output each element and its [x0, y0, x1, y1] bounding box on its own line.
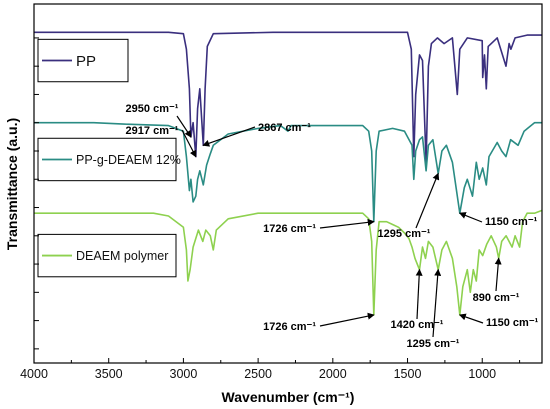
annotation-label: 1295 cm⁻¹ [407, 338, 460, 350]
series-line-2 [34, 209, 543, 316]
legend-label-1: PP-g-DEAEM 12% [76, 153, 181, 167]
x-axis-title: Wavenumber (cm⁻¹) [222, 389, 355, 405]
legend-layer: PP PP-g-DEAEM 12% DEAEM polymer [37, 38, 181, 278]
y-axis-ticks [34, 37, 39, 350]
x-tick-label: 4000 [20, 367, 48, 381]
annotation-arrow [176, 115, 192, 138]
x-tick-label: 2000 [319, 367, 347, 381]
annotation-label: 2867 cm⁻¹ [258, 122, 311, 134]
x-tick-label: 2500 [244, 367, 272, 381]
annotation-arrow [458, 212, 483, 223]
annotation-label: 890 cm⁻¹ [473, 292, 520, 304]
legend-label-2: DEAEM polymer [76, 249, 168, 263]
series-line-1 [34, 121, 542, 223]
legend-box-2 [37, 233, 177, 278]
annotation-arrow [494, 257, 502, 292]
x-tick-label: 3000 [170, 367, 198, 381]
y-axis-title: Transmittance (a.u.) [4, 118, 20, 250]
x-tick-label: 1500 [394, 367, 422, 381]
annotation-arrow [415, 268, 423, 320]
annotation-label: 1150 cm⁻¹ [485, 216, 538, 228]
legend-label-0: PP [76, 53, 96, 70]
annotation-label: 1726 cm⁻¹ [263, 321, 316, 333]
annotation-label: 1420 cm⁻¹ [391, 319, 444, 331]
annotation-layer: 2950 cm⁻¹ 2917 cm⁻¹ 2867 cm⁻¹ 1726 cm⁻¹ 1295… [126, 103, 539, 350]
x-tick-label: 3500 [95, 367, 123, 381]
plot-frame [33, 3, 543, 364]
annotation-label: 1726 cm⁻¹ [263, 223, 316, 235]
annotation-arrow [432, 268, 442, 338]
annotation-arrow [319, 218, 375, 229]
annotation-label: 1295 cm⁻¹ [378, 228, 431, 240]
annotation-arrow [319, 312, 375, 327]
annotation-label: 1150 cm⁻¹ [486, 317, 539, 329]
annotation-arrow [202, 126, 256, 147]
annotation-label: 2950 cm⁻¹ [126, 103, 179, 115]
x-axis-ticks: 4000 3500 3000 2500 2000 1500 1000 [20, 358, 521, 381]
annotation-arrow [458, 313, 484, 324]
x-tick-label: 1000 [468, 367, 496, 381]
annotation-label: 2917 cm⁻¹ [126, 125, 179, 137]
annotation-arrow [181, 129, 197, 158]
annotation-arrow [415, 172, 440, 229]
